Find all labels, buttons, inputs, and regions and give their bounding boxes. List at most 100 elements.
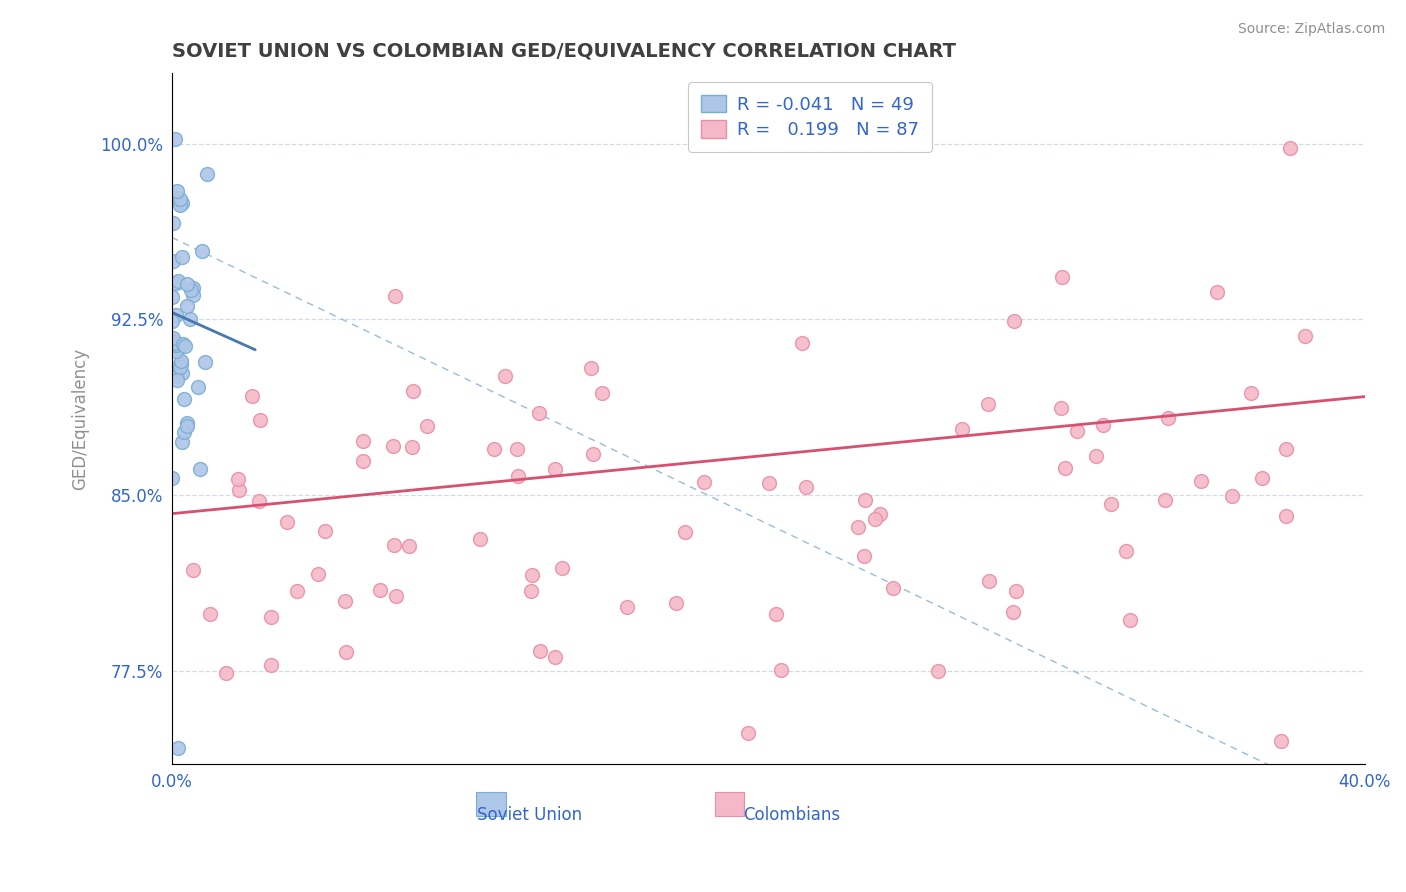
Point — [856, 125, 879, 139]
Point — [181, 280, 204, 294]
Point — [165, 337, 187, 351]
Point — [165, 308, 187, 322]
Point — [165, 335, 187, 350]
Point — [162, 331, 184, 345]
Point — [979, 574, 1001, 588]
Point — [169, 341, 191, 355]
Point — [398, 539, 420, 553]
Point — [352, 434, 374, 449]
Point — [1050, 269, 1073, 284]
Point — [226, 472, 249, 486]
Point — [1049, 401, 1071, 416]
Point — [335, 645, 357, 659]
Point — [228, 483, 250, 497]
Point — [770, 663, 793, 677]
Point — [853, 493, 876, 508]
Point — [183, 288, 205, 302]
Point — [384, 289, 406, 303]
Point — [165, 337, 187, 351]
Point — [169, 192, 191, 206]
Point — [675, 524, 697, 539]
Point — [368, 583, 391, 598]
Point — [162, 471, 184, 485]
Point — [167, 274, 190, 288]
Point — [163, 132, 186, 146]
Point — [169, 197, 191, 211]
Point — [506, 469, 529, 483]
Point — [197, 167, 219, 181]
Point — [170, 357, 193, 371]
Point — [1251, 471, 1274, 485]
Point — [190, 244, 212, 258]
Point — [616, 599, 638, 614]
Point — [1294, 329, 1316, 343]
Point — [176, 277, 198, 291]
Point — [1115, 544, 1137, 558]
Point — [416, 419, 439, 434]
Point — [1054, 460, 1077, 475]
Text: Source: ZipAtlas.com: Source: ZipAtlas.com — [1237, 22, 1385, 37]
Point — [591, 385, 613, 400]
Point — [665, 596, 688, 610]
Point — [166, 184, 188, 198]
Point — [527, 406, 550, 420]
Point — [169, 359, 191, 374]
Point — [790, 335, 813, 350]
Point — [1189, 475, 1212, 489]
Point — [1001, 605, 1024, 619]
Point — [166, 369, 188, 384]
Point — [165, 276, 187, 290]
Point — [194, 355, 217, 369]
Point — [505, 442, 527, 457]
Point — [187, 380, 209, 394]
Text: SOVIET UNION VS COLOMBIAN GED/EQUIVALENCY CORRELATION CHART: SOVIET UNION VS COLOMBIAN GED/EQUIVALENC… — [172, 42, 956, 61]
Point — [172, 337, 194, 351]
Point — [242, 389, 264, 403]
Point — [160, 290, 183, 304]
Point — [352, 454, 374, 468]
Point — [385, 589, 408, 603]
Point — [165, 360, 187, 375]
Legend: R = -0.041   N = 49, R =   0.199   N = 87: R = -0.041 N = 49, R = 0.199 N = 87 — [689, 82, 932, 152]
Point — [1084, 449, 1107, 463]
Point — [314, 524, 336, 539]
Point — [977, 397, 1000, 411]
Point — [176, 300, 198, 314]
Point — [214, 666, 236, 681]
Point — [333, 594, 356, 608]
Point — [737, 726, 759, 740]
Point — [166, 740, 188, 755]
Point — [1270, 734, 1292, 748]
Point — [765, 607, 787, 621]
Point — [180, 283, 202, 297]
Point — [259, 657, 281, 672]
Point — [162, 216, 184, 230]
Point — [179, 311, 201, 326]
Point — [181, 563, 204, 577]
Point — [172, 250, 194, 264]
Point — [401, 440, 423, 454]
Point — [1274, 509, 1296, 524]
Point — [794, 480, 817, 494]
Point — [162, 334, 184, 349]
Point — [173, 392, 195, 406]
Point — [170, 353, 193, 368]
Point — [1005, 583, 1028, 598]
Point — [758, 476, 780, 491]
Point — [384, 538, 406, 552]
FancyBboxPatch shape — [477, 792, 506, 816]
Y-axis label: GED/Equivalency: GED/Equivalency — [72, 348, 89, 490]
Point — [162, 254, 184, 268]
Point — [544, 462, 567, 476]
Point — [188, 462, 211, 476]
Point — [1002, 314, 1025, 328]
Point — [692, 475, 714, 489]
Point — [846, 520, 869, 534]
Point — [582, 447, 605, 461]
Point — [1279, 141, 1302, 155]
Point — [1066, 425, 1088, 439]
Point — [1240, 385, 1263, 400]
Point — [482, 442, 505, 456]
Point — [1154, 493, 1177, 508]
Point — [166, 373, 188, 387]
